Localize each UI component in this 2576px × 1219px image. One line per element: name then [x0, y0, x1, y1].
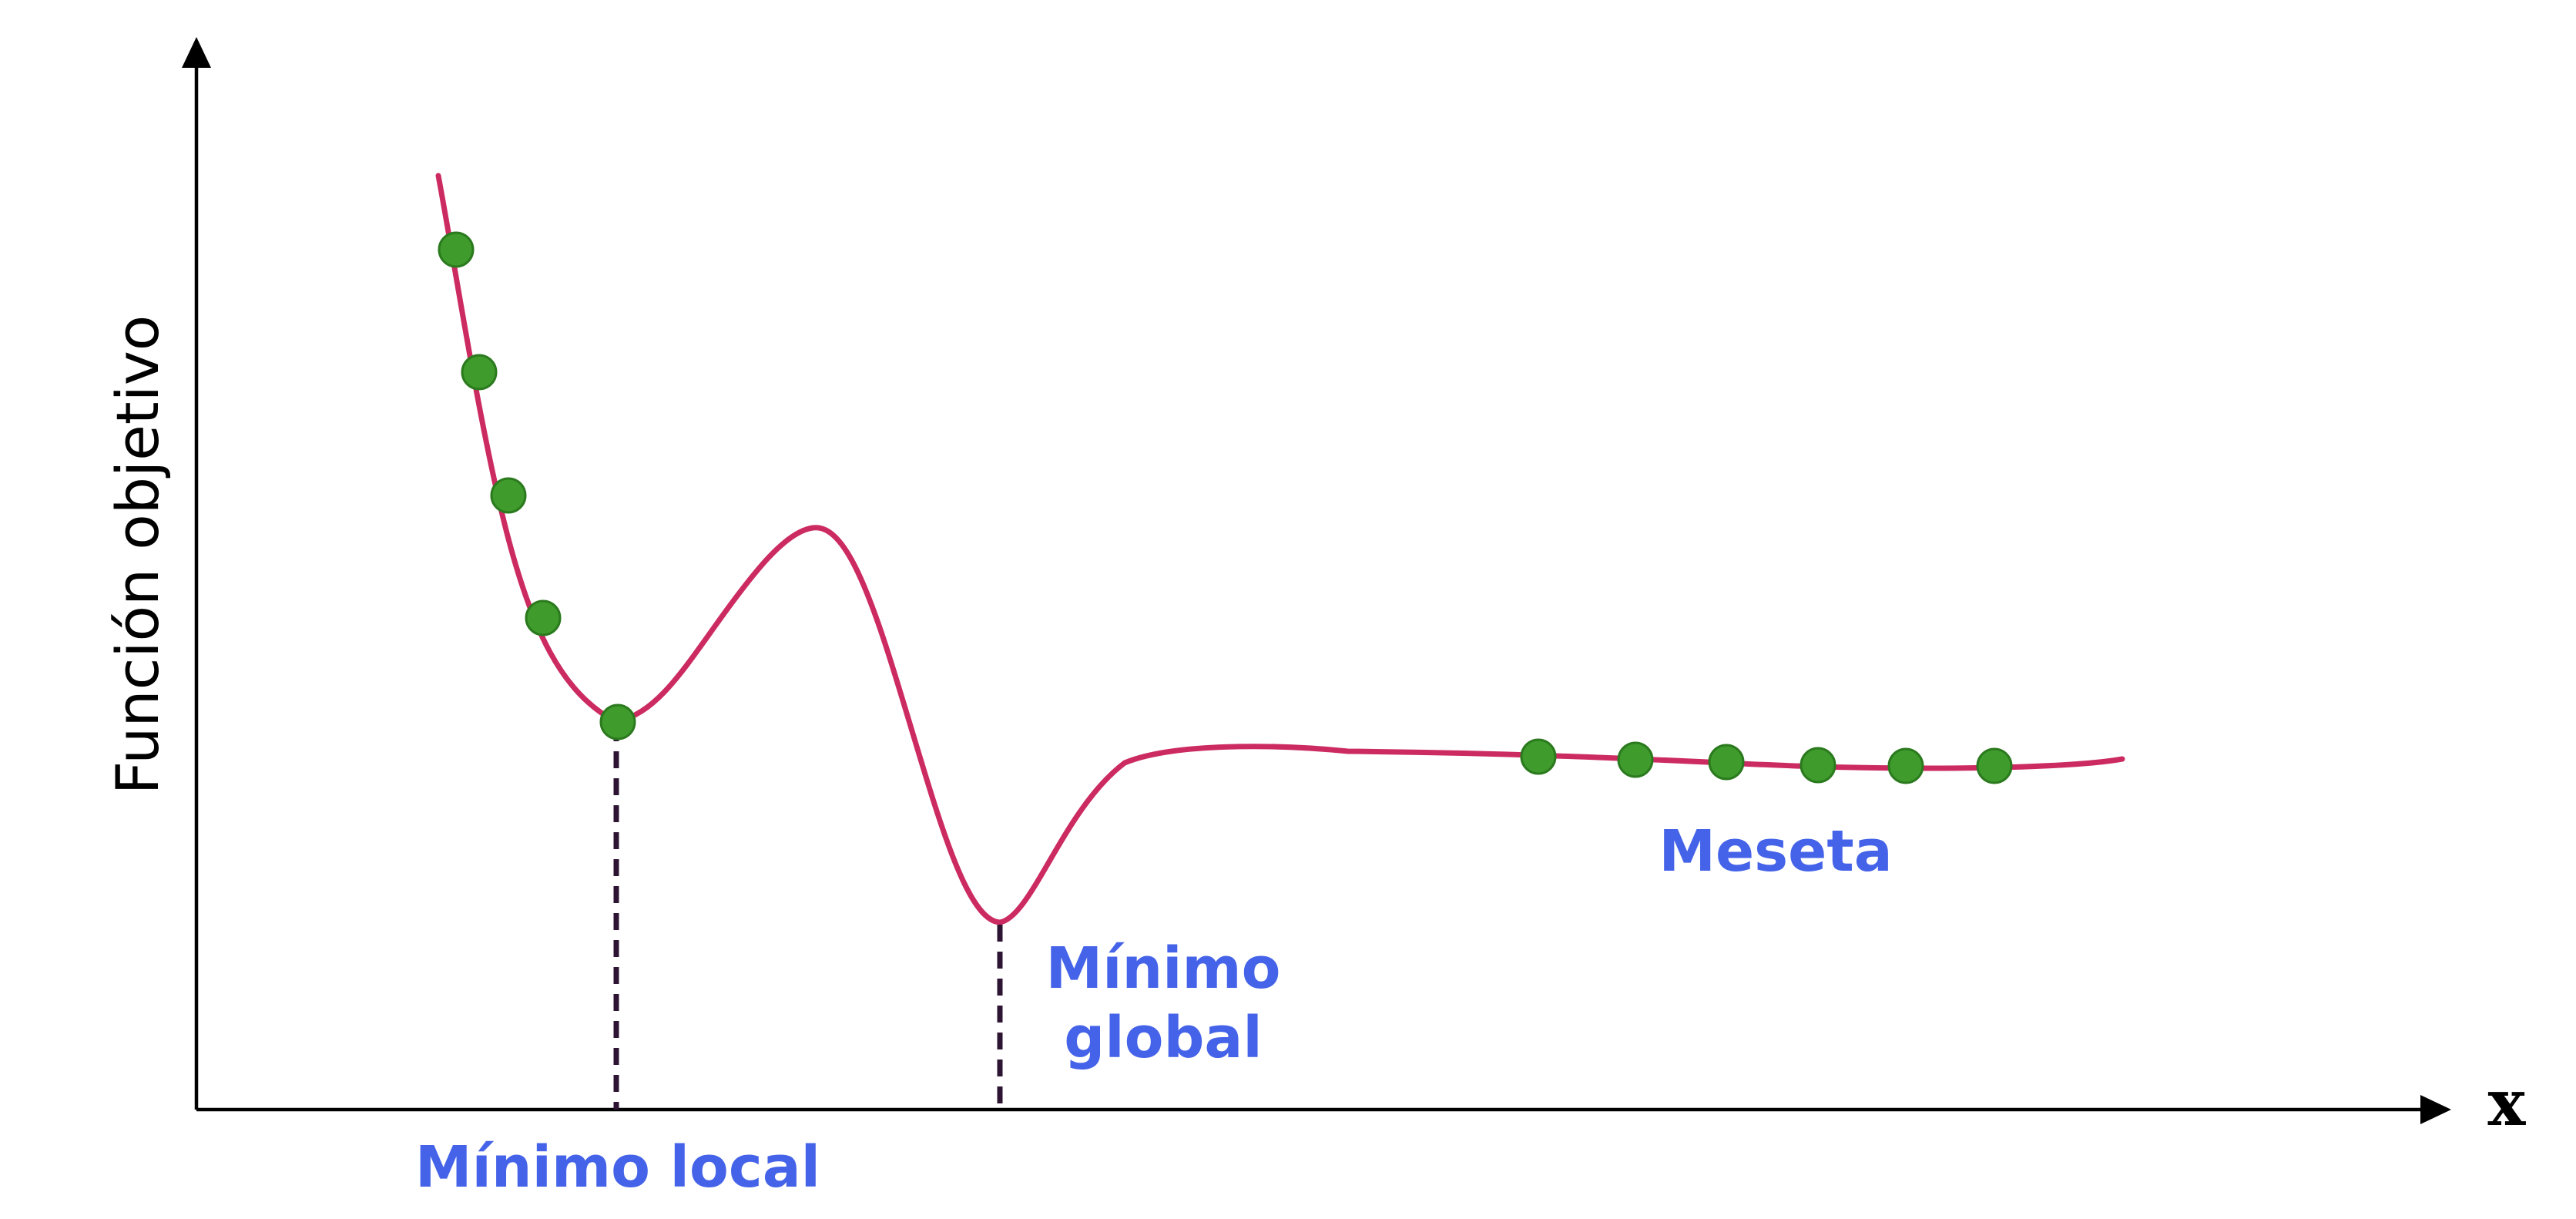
global-minimum-label-line1: Mínimo — [1046, 935, 1281, 1002]
sample-markers — [438, 231, 2013, 784]
sample-marker — [1887, 747, 1924, 784]
y-axis-label: Función objetivo — [103, 315, 172, 795]
y-axis-arrow-icon — [182, 37, 211, 68]
sample-marker — [461, 354, 498, 391]
global-minimum-label-line2: global — [1064, 1005, 1262, 1071]
local-minimum-label: Mínimo local — [415, 1134, 820, 1201]
sample-marker — [1800, 747, 1836, 784]
axes — [182, 37, 2451, 1124]
objective-function-curve — [435, 173, 2125, 925]
x-axis-label: x — [2488, 1066, 2527, 1140]
sample-marker — [1617, 741, 1654, 778]
sample-marker — [1976, 747, 2013, 784]
sample-marker — [490, 477, 527, 514]
sample-marker — [525, 599, 562, 636]
plateau-label: Meseta — [1659, 818, 1892, 885]
sample-marker — [438, 231, 475, 268]
sample-marker — [1708, 744, 1745, 781]
sample-marker — [599, 704, 636, 740]
sample-marker — [1520, 738, 1557, 775]
x-axis-arrow-icon — [2420, 1095, 2451, 1124]
